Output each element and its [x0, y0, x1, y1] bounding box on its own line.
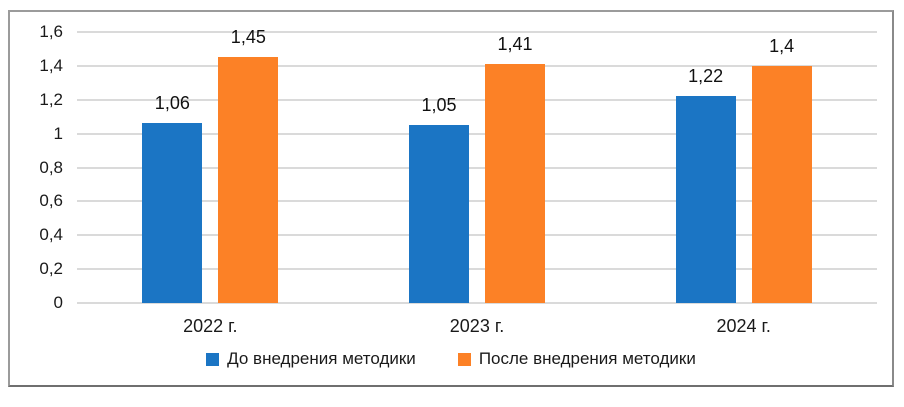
y-tick-label: 0,4	[39, 225, 63, 245]
y-tick-label: 0,2	[39, 259, 63, 279]
gridline	[77, 200, 877, 203]
x-category-label: 2022 г.	[183, 316, 238, 336]
bar-series1-group2	[409, 125, 469, 303]
gridline	[77, 98, 877, 101]
bar-value-label: 1,22	[688, 66, 724, 87]
gridline	[77, 234, 877, 237]
bar-value-label: 1,45	[230, 27, 266, 48]
gridline	[77, 132, 877, 135]
bar-series2-group3	[751, 65, 812, 303]
bar-value-label: 1,05	[421, 95, 457, 116]
bar-value-label: 1,41	[497, 34, 533, 55]
y-tick-label: 1,2	[39, 89, 63, 109]
gridline	[77, 64, 877, 67]
legend-item-after: После внедрения методики	[457, 349, 696, 369]
gridline	[77, 302, 877, 304]
plot-area: 0 0,2 0,4 0,6 0,8 1 1,2 1,4 1,6 1,06 1,45 2022 г. 1,…	[39, 22, 877, 336]
x-category-label: 2024 г.	[716, 316, 771, 336]
gridline	[77, 31, 877, 33]
gridline	[77, 166, 877, 169]
y-tick-label: 1,6	[39, 22, 63, 41]
y-tick-label: 0,6	[39, 191, 63, 211]
y-tick-label: 1,4	[39, 55, 63, 75]
chart-frame: 0 0,2 0,4 0,6 0,8 1 1,2 1,4 1,6 1,06 1,45 2022 г. 1,…	[8, 10, 894, 387]
legend-item-before: До внедрения методики	[206, 349, 416, 369]
bar-series1-group3	[675, 96, 736, 303]
legend-label-after: После внедрения методики	[478, 349, 696, 368]
y-tick-label: 0	[53, 293, 63, 312]
x-category-label: 2023 г.	[449, 316, 505, 336]
bar-series1-group1	[142, 123, 203, 303]
gridline	[77, 268, 877, 271]
y-tick-label: 1	[53, 123, 63, 143]
bar-value-label: 1,4	[769, 35, 795, 56]
legend-swatch-before-icon	[206, 352, 220, 366]
chart-legend: До внедрения методики После внедрения ме…	[10, 349, 892, 369]
legend-label-before: До внедрения методики	[227, 349, 416, 368]
bar-value-label: 1,06	[154, 93, 190, 114]
bar-series2-group1	[218, 57, 279, 303]
y-tick-label: 0,8	[39, 157, 63, 177]
legend-swatch-after-icon	[457, 352, 471, 366]
bar-series2-group2	[485, 64, 545, 303]
